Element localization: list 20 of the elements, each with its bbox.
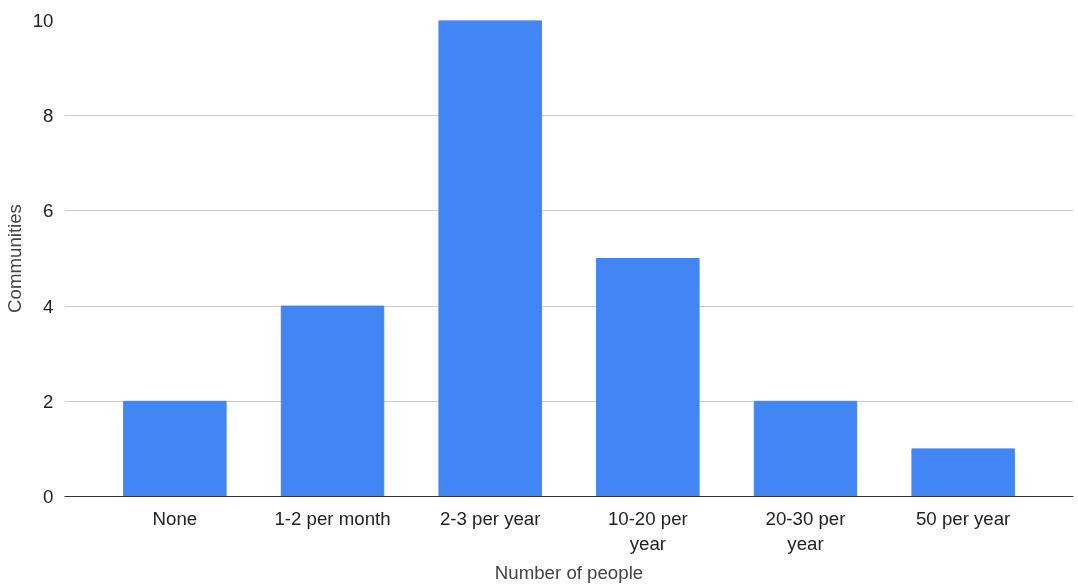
- x-axis-title: Number of people: [494, 561, 644, 583]
- x-tick-label: 10-20 per year: [607, 507, 688, 554]
- y-axis-title: Communities: [3, 204, 25, 313]
- bar: [123, 400, 227, 497]
- x-tick-label: 1-2 per month: [274, 507, 391, 529]
- y-tick-label: 6: [43, 200, 54, 222]
- y-tick-label: 0: [43, 486, 54, 507]
- x-tick-label: 50 per year: [915, 507, 1011, 529]
- x-tick-label: 20-30 per year: [765, 507, 846, 554]
- y-tick-label: 2: [43, 390, 54, 412]
- bar: [753, 400, 858, 497]
- y-tick-label: 10: [32, 10, 54, 31]
- bar: [911, 448, 1015, 497]
- x-tick-label: None: [152, 507, 198, 529]
- bar: [596, 258, 700, 497]
- x-tick-label: 2-3 per year: [439, 507, 541, 529]
- y-tick-label: 8: [43, 105, 54, 127]
- bar: [280, 305, 385, 497]
- y-tick-label: 4: [43, 295, 54, 317]
- bar: [438, 20, 542, 497]
